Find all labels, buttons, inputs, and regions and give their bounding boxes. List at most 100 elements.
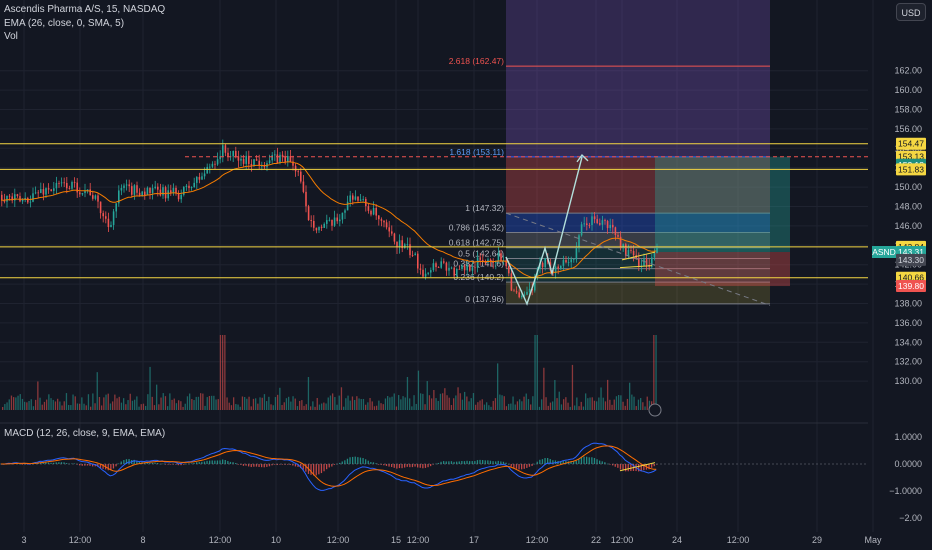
- volume-bar: [167, 406, 169, 410]
- volume-bar: [417, 370, 420, 410]
- volume-bar: [402, 396, 404, 410]
- volume-bar: [461, 399, 464, 410]
- volume-bar: [455, 395, 457, 410]
- volume-bar: [648, 400, 651, 410]
- macd-histogram-bar: [120, 461, 122, 464]
- candle-body: [292, 161, 294, 166]
- currency-button[interactable]: USD: [896, 3, 926, 21]
- macd-histogram-bar: [66, 463, 68, 464]
- candle-body: [588, 225, 591, 226]
- candle-body: [632, 250, 635, 256]
- volume-bar: [409, 398, 411, 410]
- macd-signal-line: [1, 445, 657, 487]
- macd-histogram-bar: [45, 462, 47, 464]
- candle-body: [619, 236, 622, 248]
- candle-body: [307, 206, 310, 221]
- macd-histogram-bar: [196, 462, 198, 464]
- macd-histogram-bar: [352, 456, 354, 464]
- macd-histogram-bar: [328, 464, 330, 468]
- volume-bar: [327, 397, 329, 410]
- macd-histogram-bar: [406, 464, 408, 467]
- candle-body: [66, 182, 68, 189]
- macd-histogram-bar: [599, 460, 601, 464]
- volume-bar: [79, 403, 81, 410]
- candle-body: [479, 257, 481, 260]
- macd-histogram-bar: [276, 464, 278, 466]
- volume-bar: [593, 400, 596, 410]
- candle-body: [133, 185, 136, 195]
- candle-body: [497, 253, 500, 262]
- candle-body: [313, 221, 315, 228]
- volume-bar: [565, 397, 567, 410]
- macd-histogram-bar: [552, 460, 554, 464]
- volume-bar: [149, 366, 151, 410]
- volume-bar: [439, 393, 442, 410]
- ema-legend[interactable]: EMA (26, close, 0, SMA, 5): [4, 18, 125, 29]
- price-axis[interactable]: 130.00132.00134.00136.00138.00140.00142.…: [889, 66, 922, 523]
- macd-histogram-bar: [354, 456, 356, 464]
- macd-legend[interactable]: MACD (12, 26, close, 9, EMA, EMA): [4, 428, 166, 439]
- volume-bar: [72, 394, 74, 410]
- volume-bar: [613, 399, 615, 410]
- volume-bar: [259, 397, 261, 410]
- macd-histogram-bar: [437, 462, 440, 464]
- candle-body: [625, 244, 627, 256]
- volume-bar: [147, 394, 149, 410]
- volume-bar: [211, 395, 213, 410]
- time-tick-label: 8: [140, 535, 145, 545]
- volume-bar: [631, 394, 633, 410]
- price-tag-label: 143.30: [898, 255, 924, 265]
- time-axis[interactable]: 3 12:00 8 12:00 10 12:00 15 12:00 17 12:00 22 12:00…: [21, 535, 882, 545]
- fib-label: 0.618 (142.75): [449, 238, 504, 248]
- macd-histogram-bar: [383, 464, 385, 466]
- volume-bar: [90, 406, 92, 410]
- volume-bar: [239, 406, 241, 410]
- macd-histogram-bar: [482, 460, 484, 464]
- candle-body: [370, 210, 372, 215]
- volume-bar: [103, 397, 105, 410]
- volume-bar: [468, 401, 470, 410]
- candle-body: [554, 266, 557, 274]
- macd-histogram-bar: [219, 460, 221, 464]
- macd-histogram-bar: [284, 464, 286, 465]
- candle-body: [263, 165, 266, 168]
- macd-histogram-bar: [593, 457, 596, 464]
- candle-body: [125, 184, 128, 186]
- volume-bar: [477, 402, 479, 410]
- symbol-legend[interactable]: Ascendis Pharma A/S, 15, NASDAQ: [4, 4, 166, 15]
- candle-body: [562, 260, 565, 266]
- macd-histogram-bar: [367, 460, 369, 464]
- volume-bar: [547, 405, 549, 410]
- macd-histogram-bar: [583, 456, 585, 464]
- volume-bar: [208, 395, 211, 410]
- volume-bar: [530, 404, 532, 410]
- volume-bar: [549, 402, 552, 410]
- volume-bar: [255, 398, 257, 410]
- volume-legend[interactable]: Vol: [4, 31, 18, 42]
- volume-bar: [582, 406, 585, 410]
- volume-bar: [213, 395, 215, 410]
- macd-histogram-bar: [549, 459, 551, 464]
- volume-bar: [624, 405, 626, 410]
- candle-body: [424, 273, 427, 277]
- candle-body: [201, 176, 203, 180]
- macd-histogram-bar: [289, 464, 291, 465]
- macd-histogram-bar: [235, 463, 237, 464]
- volume-bar: [61, 405, 63, 410]
- volume-bar: [380, 403, 382, 410]
- price-tick-label: 136.00: [894, 318, 922, 328]
- macd-histogram-bar: [653, 464, 655, 467]
- macd-histogram-bar: [422, 464, 424, 469]
- volume-bar: [433, 390, 435, 410]
- macd-histogram-bar: [450, 461, 453, 464]
- candle-body: [110, 224, 112, 228]
- macd-histogram-bar: [609, 464, 611, 465]
- candle-body: [630, 250, 632, 251]
- candle-body: [578, 235, 580, 249]
- volume-bar: [479, 400, 481, 410]
- candle-body: [53, 188, 55, 191]
- candle-body: [643, 259, 645, 266]
- volume-bar: [635, 406, 637, 410]
- macd-histogram-bar: [47, 462, 50, 464]
